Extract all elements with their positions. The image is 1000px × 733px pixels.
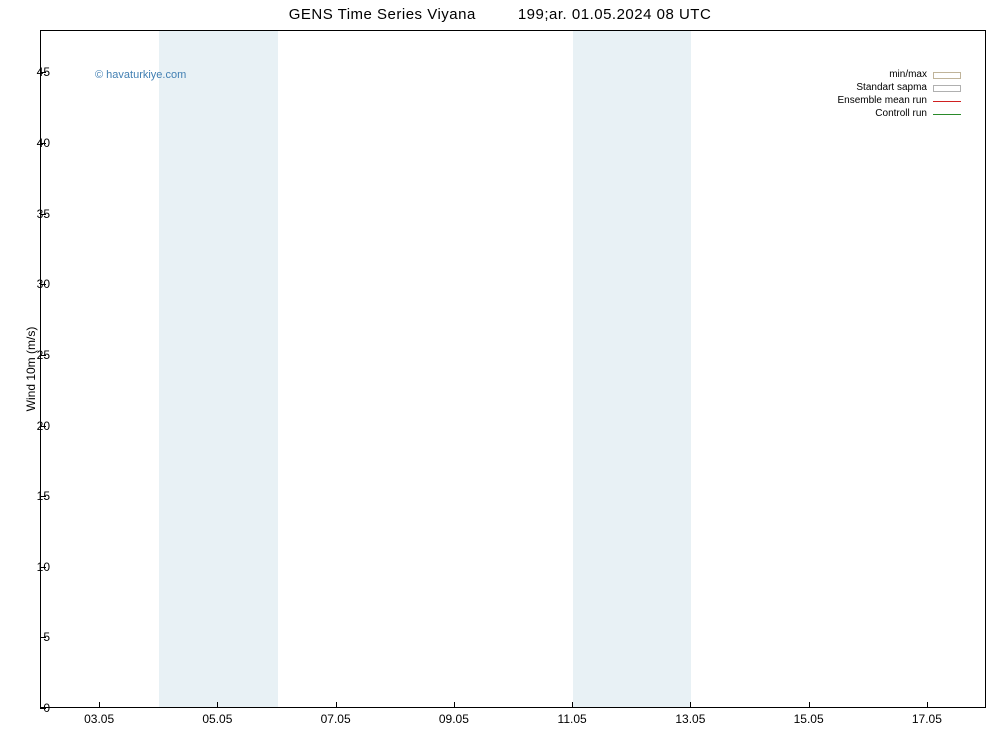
y-tick-label: 40: [24, 136, 50, 150]
x-tick-mark: [99, 702, 100, 708]
y-tick-label: 5: [24, 630, 50, 644]
legend-label: min/max: [889, 69, 927, 81]
y-tick-label: 25: [24, 348, 50, 362]
y-tick-mark: [40, 708, 46, 709]
x-tick-mark: [217, 702, 218, 708]
legend-line: [933, 114, 961, 115]
chart-title: GENS Time Series Viyana 199;ar. 01.05.20…: [0, 6, 1000, 23]
plot-area: Wind 10m (m/s) © havaturkiye.com min/max…: [40, 30, 986, 708]
x-tick-mark: [454, 702, 455, 708]
x-tick-mark: [809, 702, 810, 708]
y-tick-mark: [40, 637, 46, 638]
legend: min/maxStandart sapmaEnsemble mean runCo…: [838, 69, 962, 121]
y-tick-mark: [40, 355, 46, 356]
y-tick-label: 10: [24, 560, 50, 574]
title-right: 199;ar. 01.05.2024 08 UTC: [518, 6, 711, 23]
y-tick-mark: [40, 72, 46, 73]
y-tick-mark: [40, 426, 46, 427]
y-tick-label: 45: [24, 65, 50, 79]
weekend-band: [573, 31, 691, 707]
y-tick-label: 20: [24, 419, 50, 433]
x-tick-label: 09.05: [439, 712, 469, 726]
y-tick-label: 15: [24, 489, 50, 503]
title-left: GENS Time Series Viyana: [289, 6, 476, 23]
legend-item: Standart sapma: [838, 82, 962, 94]
y-tick-label: 35: [24, 207, 50, 221]
y-tick-mark: [40, 143, 46, 144]
legend-line: [933, 101, 961, 102]
x-tick-mark: [572, 702, 573, 708]
x-tick-label: 03.05: [84, 712, 114, 726]
x-tick-label: 07.05: [321, 712, 351, 726]
legend-item: min/max: [838, 69, 962, 81]
y-tick-mark: [40, 284, 46, 285]
x-tick-label: 13.05: [675, 712, 705, 726]
x-tick-label: 17.05: [912, 712, 942, 726]
x-tick-mark: [690, 702, 691, 708]
y-tick-label: 30: [24, 277, 50, 291]
y-tick-mark: [40, 214, 46, 215]
legend-item: Ensemble mean run: [838, 95, 962, 107]
x-tick-mark: [336, 702, 337, 708]
x-tick-label: 15.05: [794, 712, 824, 726]
x-tick-mark: [927, 702, 928, 708]
weekend-band: [159, 31, 277, 707]
legend-label: Ensemble mean run: [838, 95, 928, 107]
y-tick-mark: [40, 567, 46, 568]
legend-label: Controll run: [875, 108, 927, 120]
x-tick-label: 05.05: [202, 712, 232, 726]
legend-swatch: [933, 72, 961, 79]
y-axis-label: Wind 10m (m/s): [24, 327, 38, 412]
legend-swatch: [933, 85, 961, 92]
x-tick-label: 11.05: [558, 712, 587, 726]
chart-container: GENS Time Series Viyana 199;ar. 01.05.20…: [0, 0, 1000, 733]
y-tick-mark: [40, 496, 46, 497]
y-tick-label: 0: [24, 701, 50, 715]
legend-item: Controll run: [838, 108, 962, 120]
watermark: © havaturkiye.com: [95, 69, 186, 81]
legend-label: Standart sapma: [856, 82, 927, 94]
